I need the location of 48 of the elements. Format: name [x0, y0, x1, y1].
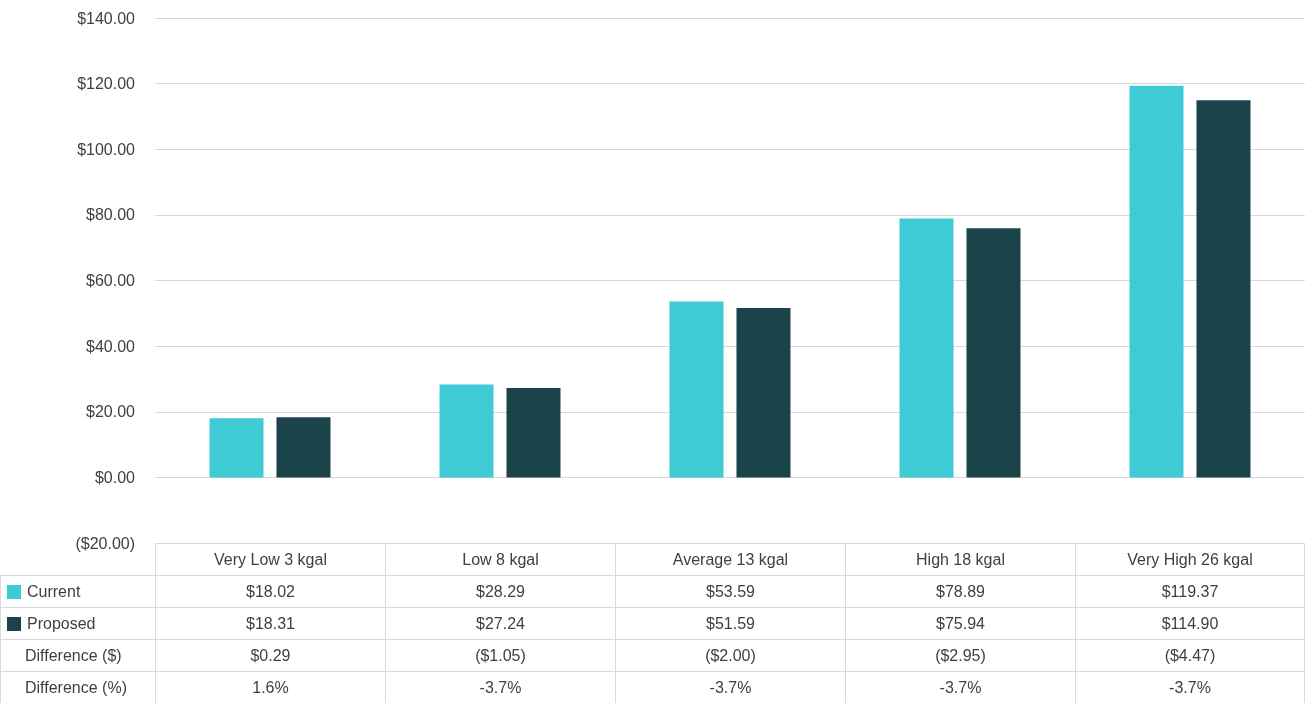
x-tick-label: Low 8 kgal	[385, 543, 615, 575]
y-tick-label: $20.00	[86, 403, 136, 421]
text: -3.7%	[1075, 671, 1305, 703]
text: -3.7%	[385, 671, 615, 703]
data-label: $75.94	[845, 607, 1075, 639]
y-tick-label: $120.00	[77, 75, 136, 93]
text: ($1.05)	[385, 639, 615, 671]
bar	[899, 218, 954, 478]
text: ($2.95)	[845, 639, 1075, 671]
data-label: $28.29	[385, 575, 615, 607]
text: 1.6%	[155, 671, 385, 703]
bar	[209, 418, 264, 478]
bar	[736, 308, 791, 478]
bar	[439, 384, 494, 478]
text: Difference ($)	[24, 646, 122, 665]
data-label: $119.37	[1075, 575, 1305, 607]
data-label: $53.59	[615, 575, 845, 607]
x-tick-label: Very Low 3 kgal	[155, 543, 385, 575]
bar	[966, 228, 1021, 478]
x-tick-label: Very High 26 kgal	[1075, 543, 1305, 575]
x-tick-label: Average 13 kgal	[615, 543, 845, 575]
legend-label: Proposed	[0, 607, 155, 639]
text: ($4.47)	[1075, 639, 1305, 671]
legend-label: Current	[0, 575, 155, 607]
y-tick-label: $80.00	[86, 206, 136, 224]
data-label: $78.89	[845, 575, 1075, 607]
data-label: $114.90	[1075, 607, 1305, 639]
text: -3.7%	[615, 671, 845, 703]
text: -3.7%	[845, 671, 1075, 703]
data-label: $27.24	[385, 607, 615, 639]
data-label: $18.31	[155, 607, 385, 639]
y-tick-label: $40.00	[86, 337, 136, 355]
y-tick-label: $0.00	[94, 468, 136, 486]
text: ($2.00)	[615, 639, 845, 671]
bar	[1129, 85, 1184, 478]
x-tick-label: High 18 kgal	[845, 543, 1075, 575]
y-tick-label: ($20.00)	[75, 534, 135, 552]
bar	[1196, 100, 1251, 478]
y-tick-label: $100.00	[77, 140, 136, 158]
bar	[669, 301, 724, 478]
y-tick-label: $140.00	[77, 9, 136, 27]
text: Difference (%)	[24, 678, 127, 697]
text: $0.29	[155, 639, 385, 671]
bar	[506, 387, 561, 478]
y-tick-label: $60.00	[86, 272, 136, 289]
data-label: $51.59	[615, 607, 845, 639]
data-label: $18.02	[155, 575, 385, 607]
bar	[276, 417, 331, 478]
